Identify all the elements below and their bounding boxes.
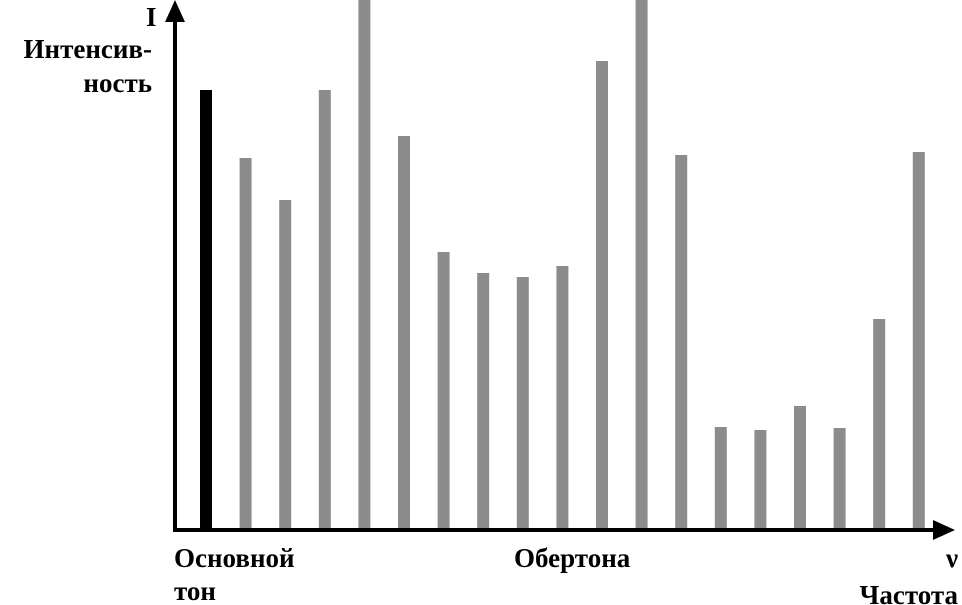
annotation: Обертона (514, 543, 631, 573)
bar (398, 136, 410, 530)
bar (556, 266, 569, 530)
bar (754, 430, 767, 530)
y-label: Интенсив- (24, 34, 152, 64)
bar (833, 428, 846, 530)
x-label: Частота (860, 580, 959, 605)
annotation: Основной (174, 543, 295, 573)
bar (358, 0, 371, 530)
y-label: ность (83, 68, 152, 98)
x-axis-arrow (933, 520, 955, 540)
bar (714, 427, 727, 530)
bar (516, 277, 529, 530)
bar (477, 273, 490, 530)
bar (437, 252, 450, 530)
bar (635, 0, 648, 530)
bar (239, 158, 252, 530)
x-axis-symbol: ν (945, 543, 958, 573)
annotation: тон (174, 576, 216, 605)
bar (200, 90, 212, 530)
bar (873, 319, 886, 530)
y-axis-arrow (165, 0, 185, 22)
bar (596, 61, 608, 530)
bar (279, 200, 292, 530)
bar (675, 155, 688, 530)
bar (318, 90, 331, 530)
bar (912, 152, 925, 530)
bar (794, 406, 806, 530)
y-axis-symbol: I (146, 2, 157, 32)
